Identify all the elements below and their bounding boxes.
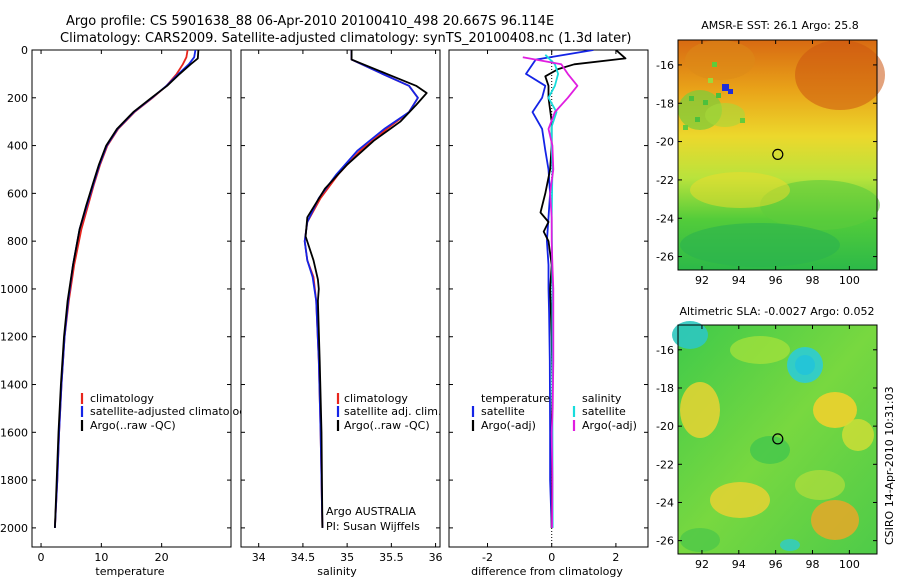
- y-tick-label: 0: [21, 44, 28, 57]
- x-tick-label: 96: [769, 274, 783, 287]
- y-tick-label: -18: [656, 97, 674, 110]
- x-tick-label: 34.5: [291, 551, 316, 564]
- legend-label-argo: Argo(..raw -QC): [90, 419, 176, 432]
- y-tick-label: -22: [656, 458, 674, 471]
- y-tick-label: 2000: [0, 522, 28, 535]
- sst-heatmap-features: [678, 40, 885, 267]
- x-tick-label: 100: [839, 558, 860, 571]
- x-tick-label: 94: [732, 558, 746, 571]
- annotation-pi-name: PI: Susan Wijffels: [326, 520, 420, 533]
- temperature-xlabel: temperature: [95, 565, 164, 578]
- difference-panel: -2 0 2 difference from climatology tempera…: [448, 49, 649, 578]
- figure-title-line1: Argo profile: CS 5901638_88 06-Apr-2010 …: [66, 14, 554, 29]
- difference-legend: temperature satellite Argo(-adj) salinit…: [471, 392, 637, 432]
- series-line-argo-raw-qc-: [54, 50, 200, 528]
- legend-header-salinity: salinity: [582, 392, 622, 405]
- legend-label-climatology: climatology: [90, 392, 154, 405]
- x-tick-label: 0: [548, 551, 555, 564]
- y-tick-label: 1400: [0, 379, 28, 392]
- x-tick-label: 36: [429, 551, 443, 564]
- y-tick-label: -26: [656, 251, 674, 264]
- y-tick-label: 1000: [0, 283, 28, 296]
- y-tick-label: -16: [656, 59, 674, 72]
- sst-map-panel: AMSR-E SST: 26.1 Argo: 25.8 92 94 96 98 100 -…: [656, 19, 885, 287]
- salinity-xlabel: salinity: [317, 565, 357, 578]
- series-line-argo-raw-qc-: [304, 50, 428, 528]
- legend-label-argo: Argo(..raw -QC): [344, 419, 430, 432]
- y-tick-label: 1800: [0, 474, 28, 487]
- legend-label-climatology: climatology: [344, 392, 408, 405]
- x-tick-label: 92: [695, 558, 709, 571]
- x-tick-label: 2: [612, 551, 619, 564]
- x-tick-label: 96: [769, 558, 783, 571]
- x-tick-label: 10: [94, 551, 108, 564]
- x-tick-label: 35.5: [379, 551, 404, 564]
- sla-map-title: Altimetric SLA: -0.0027 Argo: 0.052: [680, 305, 875, 318]
- y-tick-label: 800: [7, 235, 28, 248]
- legend-label-temp-argo: Argo(-adj): [481, 419, 536, 432]
- temperature-panel: 0 10 2002004006008001000120014001600180020…: [0, 44, 253, 578]
- sla-heatmap-features: [672, 321, 874, 552]
- x-tick-label: -2: [482, 551, 493, 564]
- x-tick-label: 0: [38, 551, 45, 564]
- y-tick-label: 1600: [0, 426, 28, 439]
- y-tick-label: -22: [656, 174, 674, 187]
- y-tick-label: 1200: [0, 331, 28, 344]
- salinity-legend: climatology satellite adj. clim. Argo(..…: [336, 392, 441, 432]
- x-tick-label: 94: [732, 274, 746, 287]
- figure-title-line2: Climatology: CARS2009. Satellite-adjuste…: [60, 31, 632, 46]
- y-tick-label: -26: [656, 535, 674, 548]
- x-tick-label: 34: [252, 551, 266, 564]
- series-line-salinity-argo-adj-: [522, 56, 579, 528]
- legend-label-satellite: satellite adj. clim.: [344, 405, 441, 418]
- x-tick-label: 98: [806, 274, 820, 287]
- x-tick-label: 98: [806, 558, 820, 571]
- y-tick-label: -16: [656, 344, 674, 357]
- y-tick-label: 600: [7, 187, 28, 200]
- y-tick-label: 200: [7, 92, 28, 105]
- argo-location-marker: [772, 433, 784, 445]
- x-tick-label: 20: [155, 551, 169, 564]
- temperature-axes-frame: [31, 49, 232, 548]
- legend-header-temperature: temperature: [481, 392, 550, 405]
- legend-label-temp-satellite: satellite: [481, 405, 525, 418]
- creation-stamp: CSIRO 14-Apr-2010 10:31:03: [883, 386, 896, 545]
- legend-label-satellite: satellite-adjusted climatology: [90, 405, 253, 418]
- argo-location-marker: [772, 148, 784, 160]
- sst-map-title: AMSR-E SST: 26.1 Argo: 25.8: [701, 19, 859, 32]
- x-tick-label: 92: [695, 274, 709, 287]
- y-tick-label: -20: [656, 136, 674, 149]
- sla-map-panel: Altimetric SLA: -0.0027 Argo: 0.052 92 94…: [656, 305, 878, 571]
- x-tick-label: 35: [340, 551, 354, 564]
- y-tick-label: -20: [656, 420, 674, 433]
- temperature-legend: climatology satellite-adjusted climatolo…: [80, 392, 253, 432]
- annotation-argo-australia: Argo AUSTRALIA: [326, 505, 416, 518]
- x-tick-label: 100: [839, 274, 860, 287]
- salinity-axes-frame: [240, 49, 441, 548]
- legend-label-sal-argo: Argo(-adj): [582, 419, 637, 432]
- y-tick-label: -24: [656, 496, 674, 509]
- legend-label-sal-satellite: satellite: [582, 405, 626, 418]
- y-tick-label: -18: [656, 382, 674, 395]
- salinity-panel: 34 34.5 35 35.5 36 salinity climatology sate…: [240, 49, 443, 578]
- y-tick-label: -24: [656, 212, 674, 225]
- sst-map-frame: [677, 39, 878, 271]
- y-tick-label: 400: [7, 140, 28, 153]
- difference-xlabel: difference from climatology: [471, 565, 623, 578]
- sla-map-frame: [677, 324, 878, 555]
